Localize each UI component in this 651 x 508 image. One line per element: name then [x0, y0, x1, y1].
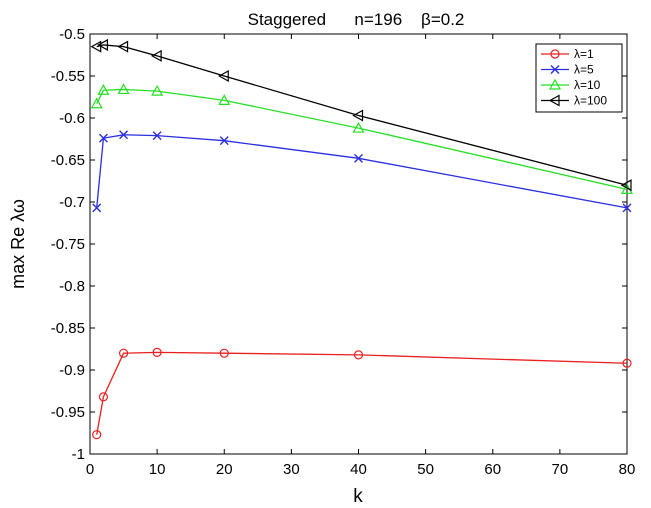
y-tick-label: -0.95: [51, 404, 85, 421]
series-line: [96, 88, 628, 191]
data-point: [548, 78, 562, 90]
legend-label: λ=10: [574, 78, 601, 92]
y-tick-label: -0.5: [59, 26, 85, 43]
x-tick-label: 80: [619, 461, 636, 478]
x-tick-label: 60: [484, 461, 501, 478]
y-tick-label: -0.65: [51, 152, 85, 169]
y-tick-label: -0.8: [59, 278, 85, 295]
legend-item: λ=10: [541, 78, 601, 92]
x-tick-label: 70: [552, 461, 569, 478]
data-point: [550, 49, 560, 59]
data-point: [219, 136, 229, 146]
series: [92, 347, 632, 440]
data-point: [150, 49, 162, 62]
y-tick-label: -0.6: [59, 110, 85, 127]
data-point: [218, 69, 229, 83]
x-tick-label: 40: [350, 461, 367, 478]
x-tick-label: 50: [417, 461, 434, 478]
legend: λ=1 λ=5λ=10 λ=100: [535, 43, 623, 113]
x-tick-label: 30: [283, 461, 300, 478]
data-point: [352, 121, 365, 133]
x-tick-label: 10: [149, 461, 166, 478]
data-point: [119, 130, 129, 140]
axis-ticks: 0 10 20 30 40 50 60 70 80 -1 -0.95 -0.9 -0.85 -0.8 -0.…: [51, 26, 636, 478]
data-point: [354, 153, 363, 163]
x-axis-label: k: [353, 486, 363, 507]
y-tick-label: -0.55: [51, 68, 85, 85]
data-point: [97, 38, 109, 51]
data-point: [98, 133, 108, 143]
data-point: [353, 350, 364, 360]
y-tick-label: -0.7: [59, 194, 85, 211]
data-point: [548, 94, 560, 107]
data-point: [92, 430, 102, 440]
data-point: [151, 84, 164, 96]
data-point: [90, 97, 103, 109]
data-point: [622, 203, 632, 213]
data-point: [98, 392, 109, 402]
series: [90, 38, 632, 192]
y-tick-label: -1: [72, 446, 85, 463]
series-line: [96, 351, 628, 435]
data-point: [152, 131, 162, 141]
data-point: [352, 109, 364, 122]
data-point: [117, 40, 129, 53]
x-tick-label: 0: [86, 461, 94, 478]
legend-item: λ=100: [541, 94, 607, 108]
data-point: [219, 348, 229, 358]
series: [92, 130, 632, 213]
series-lines: [90, 38, 634, 440]
legend-label: λ=5: [574, 63, 594, 77]
data-point: [118, 348, 129, 358]
y-axis-label: max Re λω: [8, 199, 28, 289]
data-point: [550, 65, 560, 74]
series-line: [96, 44, 628, 186]
data-point: [92, 203, 102, 213]
x-tick-label: 20: [216, 461, 233, 478]
legend-label: λ=1: [574, 47, 594, 61]
legend-item: λ=1: [541, 47, 594, 61]
y-tick-label: -0.85: [51, 320, 85, 337]
y-tick-label: -0.75: [51, 236, 85, 253]
legend-item: λ=5: [541, 63, 594, 77]
data-point: [218, 94, 231, 105]
data-point: [152, 347, 162, 357]
data-point: [117, 83, 130, 95]
data-point: [620, 179, 632, 192]
y-tick-label: -0.9: [59, 362, 85, 379]
data-point: [622, 358, 632, 368]
data-point: [97, 84, 110, 95]
legend-label: λ=100: [574, 94, 607, 108]
chart-title: Staggered n=196 β=0.2: [248, 10, 465, 29]
